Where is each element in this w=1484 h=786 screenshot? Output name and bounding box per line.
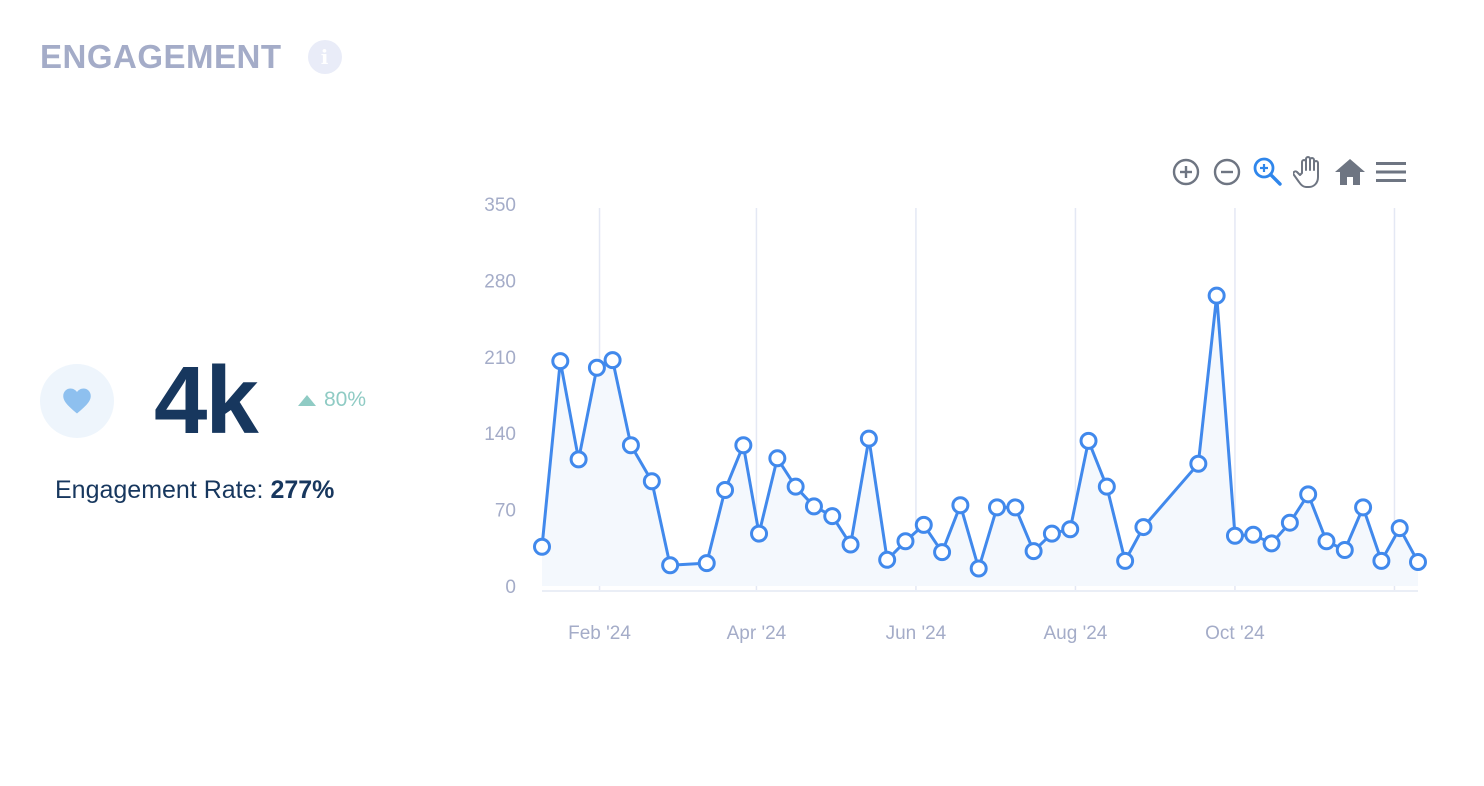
delta-badge: 80% xyxy=(298,388,366,412)
pan-icon xyxy=(1293,156,1319,188)
y-tick-label: 0 xyxy=(505,577,516,598)
x-tick-label: Feb '24 xyxy=(568,623,631,644)
data-point xyxy=(1390,519,1409,538)
y-tick-label: 140 xyxy=(484,424,516,445)
data-point xyxy=(1024,542,1043,561)
data-point xyxy=(750,524,769,543)
zoom-in-button[interactable] xyxy=(1168,154,1204,190)
delta-value: 80% xyxy=(324,388,367,411)
heart-icon-badge xyxy=(40,364,114,438)
chart-menu-button[interactable] xyxy=(1373,154,1409,190)
engagement-value: 4k xyxy=(154,347,259,454)
data-point xyxy=(804,497,823,516)
data-point xyxy=(1207,286,1226,305)
data-point xyxy=(621,436,640,455)
data-point xyxy=(951,496,970,515)
data-point xyxy=(896,532,915,551)
data-point xyxy=(823,507,842,526)
engagement-rate-label: Engagement Rate: xyxy=(55,476,264,504)
data-point xyxy=(1280,513,1299,532)
data-point xyxy=(1006,498,1025,517)
y-tick-label: 350 xyxy=(484,195,516,216)
chart-toolbar xyxy=(1168,154,1414,190)
data-point xyxy=(533,537,551,556)
data-point xyxy=(1244,525,1263,544)
data-point xyxy=(1372,551,1391,570)
data-point xyxy=(734,436,753,455)
data-point xyxy=(1097,477,1116,496)
menu-icon xyxy=(1376,162,1406,182)
zoom-in-icon xyxy=(1172,158,1200,186)
data-point xyxy=(1335,540,1354,559)
zoom-out-button[interactable] xyxy=(1209,154,1245,190)
y-tick-label: 210 xyxy=(484,348,516,369)
data-point xyxy=(987,498,1006,517)
data-point xyxy=(878,550,897,569)
data-point xyxy=(1354,498,1373,517)
data-point xyxy=(1061,520,1080,539)
x-tick-label: Aug '24 xyxy=(1044,623,1108,644)
pan-button[interactable] xyxy=(1291,154,1327,190)
reset-home-icon xyxy=(1335,159,1365,185)
data-point xyxy=(1225,526,1244,545)
data-point xyxy=(1079,431,1098,450)
selection-zoom-icon xyxy=(1253,157,1282,186)
data-point xyxy=(1317,532,1336,551)
engagement-rate: Engagement Rate: 277% xyxy=(55,476,334,505)
kpi-panel: 4k 80% Engagement Rate: 277% xyxy=(40,347,440,512)
data-point xyxy=(569,450,588,469)
x-tick-label: Apr '24 xyxy=(727,623,787,644)
y-tick-label: 280 xyxy=(484,271,516,292)
x-tick-label: Jun '24 xyxy=(886,623,947,644)
data-point xyxy=(551,352,570,371)
data-point xyxy=(1042,524,1061,543)
reset-zoom-button[interactable] xyxy=(1332,154,1368,190)
data-point xyxy=(841,535,860,554)
data-point xyxy=(697,554,716,573)
engagement-rate-value: 277% xyxy=(270,476,335,504)
data-point xyxy=(1299,485,1318,504)
data-point xyxy=(859,429,878,448)
series-line xyxy=(540,294,1420,570)
data-point xyxy=(914,515,933,534)
data-point xyxy=(716,480,735,499)
data-point xyxy=(1409,552,1427,571)
data-point xyxy=(1189,454,1208,473)
data-point xyxy=(1134,518,1153,537)
data-point xyxy=(969,559,988,578)
selection-zoom-button[interactable] xyxy=(1250,154,1286,190)
series-area xyxy=(542,295,1418,586)
zoom-out-icon xyxy=(1213,158,1241,186)
y-tick-label: 70 xyxy=(495,501,516,522)
widget-header: ENGAGEMENT i xyxy=(40,38,342,76)
data-point xyxy=(642,472,661,491)
data-point xyxy=(661,556,680,575)
data-point xyxy=(587,358,606,377)
info-icon[interactable]: i xyxy=(307,40,342,74)
heart-icon xyxy=(63,388,91,414)
data-point xyxy=(1262,534,1281,553)
data-point xyxy=(786,477,805,496)
data-point xyxy=(603,351,622,370)
data-point xyxy=(933,543,952,562)
data-point xyxy=(768,449,787,468)
widget-title: ENGAGEMENT xyxy=(40,38,282,75)
arrow-up-icon xyxy=(298,394,316,406)
x-tick-label: Oct '24 xyxy=(1205,623,1265,644)
data-point xyxy=(1116,551,1135,570)
